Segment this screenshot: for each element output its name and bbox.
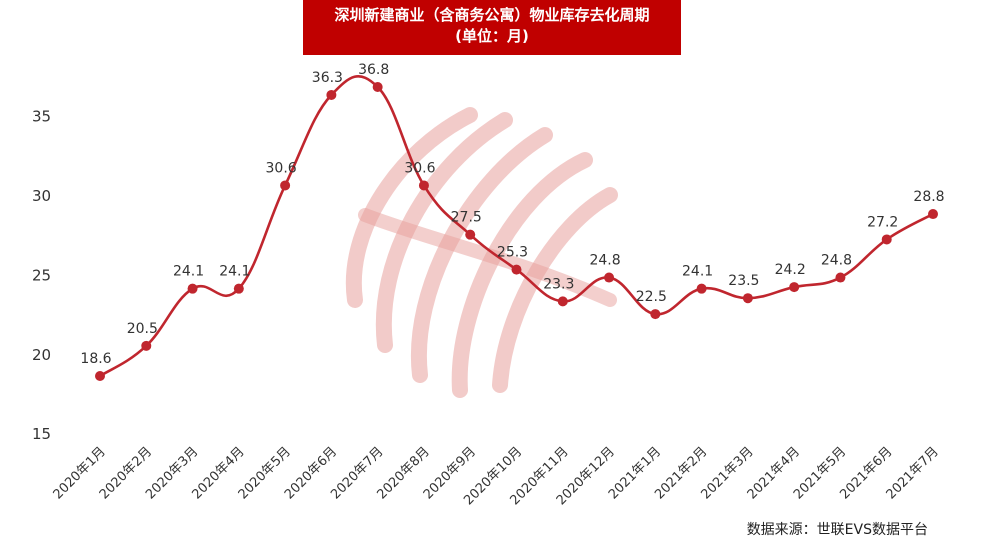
watermark-stroke xyxy=(345,107,478,308)
chart-title-box: 深圳新建商业（含商务公寓）物业库存去化周期 (单位：月) xyxy=(303,0,681,55)
y-tick-label: 25 xyxy=(32,266,51,284)
data-point xyxy=(418,180,429,191)
data-point xyxy=(372,82,383,92)
data-point xyxy=(928,209,938,220)
y-tick-label: 15 xyxy=(32,425,51,443)
data-point xyxy=(465,229,476,240)
data-label: 24.1 xyxy=(682,264,713,280)
data-label: 27.2 xyxy=(867,214,898,230)
data-point xyxy=(835,272,846,283)
watermark-logo xyxy=(345,107,618,398)
data-label: 24.8 xyxy=(821,253,852,269)
chart-title: 深圳新建商业（含商务公寓）物业库存去化周期 xyxy=(334,6,650,24)
data-label: 24.2 xyxy=(775,262,806,278)
data-point xyxy=(141,340,152,351)
watermark-stroke xyxy=(375,112,513,353)
data-point xyxy=(280,180,291,191)
data-label: 22.5 xyxy=(636,289,667,305)
data-point xyxy=(742,293,753,304)
data-label: 30.6 xyxy=(404,160,435,176)
data-label: 25.3 xyxy=(497,245,528,261)
data-point xyxy=(789,282,800,293)
watermark-stroke xyxy=(358,208,617,307)
data-label: 36.8 xyxy=(358,62,389,78)
data-point xyxy=(881,234,892,245)
data-labels: 18.6 20.5 24.1 24.1 30.6 36.3 36.8 30.6 27.5 25.3… xyxy=(80,62,944,367)
data-label: 23.3 xyxy=(543,276,574,292)
data-point xyxy=(604,272,615,283)
data-point xyxy=(233,283,244,294)
data-label: 24.1 xyxy=(219,264,250,280)
data-point xyxy=(650,309,661,320)
data-label: 18.6 xyxy=(80,351,111,367)
data-label: 30.6 xyxy=(266,160,297,176)
data-label: 36.3 xyxy=(312,70,343,86)
source-note: 数据来源：世联EVS数据平台 xyxy=(746,522,928,538)
data-point xyxy=(187,283,198,294)
y-tick-label: 30 xyxy=(32,187,51,205)
data-label: 28.8 xyxy=(913,189,944,205)
data-label: 24.1 xyxy=(173,264,204,280)
y-tick-label: 20 xyxy=(32,346,51,364)
y-axis: 15 20 25 30 35 xyxy=(32,108,51,444)
chart-subtitle: (单位：月) xyxy=(455,27,529,45)
data-point xyxy=(326,89,337,100)
data-point xyxy=(511,264,522,275)
data-label: 24.8 xyxy=(589,253,620,269)
x-axis: 2020年1月2020年2月2020年3月2020年4月2020年5月2020年… xyxy=(51,444,942,508)
data-point xyxy=(696,283,707,294)
data-label: 20.5 xyxy=(127,321,158,337)
y-tick-label: 35 xyxy=(32,108,51,126)
data-label: 27.5 xyxy=(451,210,482,226)
data-point xyxy=(95,371,105,381)
data-point xyxy=(557,296,568,307)
data-label: 23.5 xyxy=(728,273,759,289)
data-points xyxy=(95,82,938,381)
